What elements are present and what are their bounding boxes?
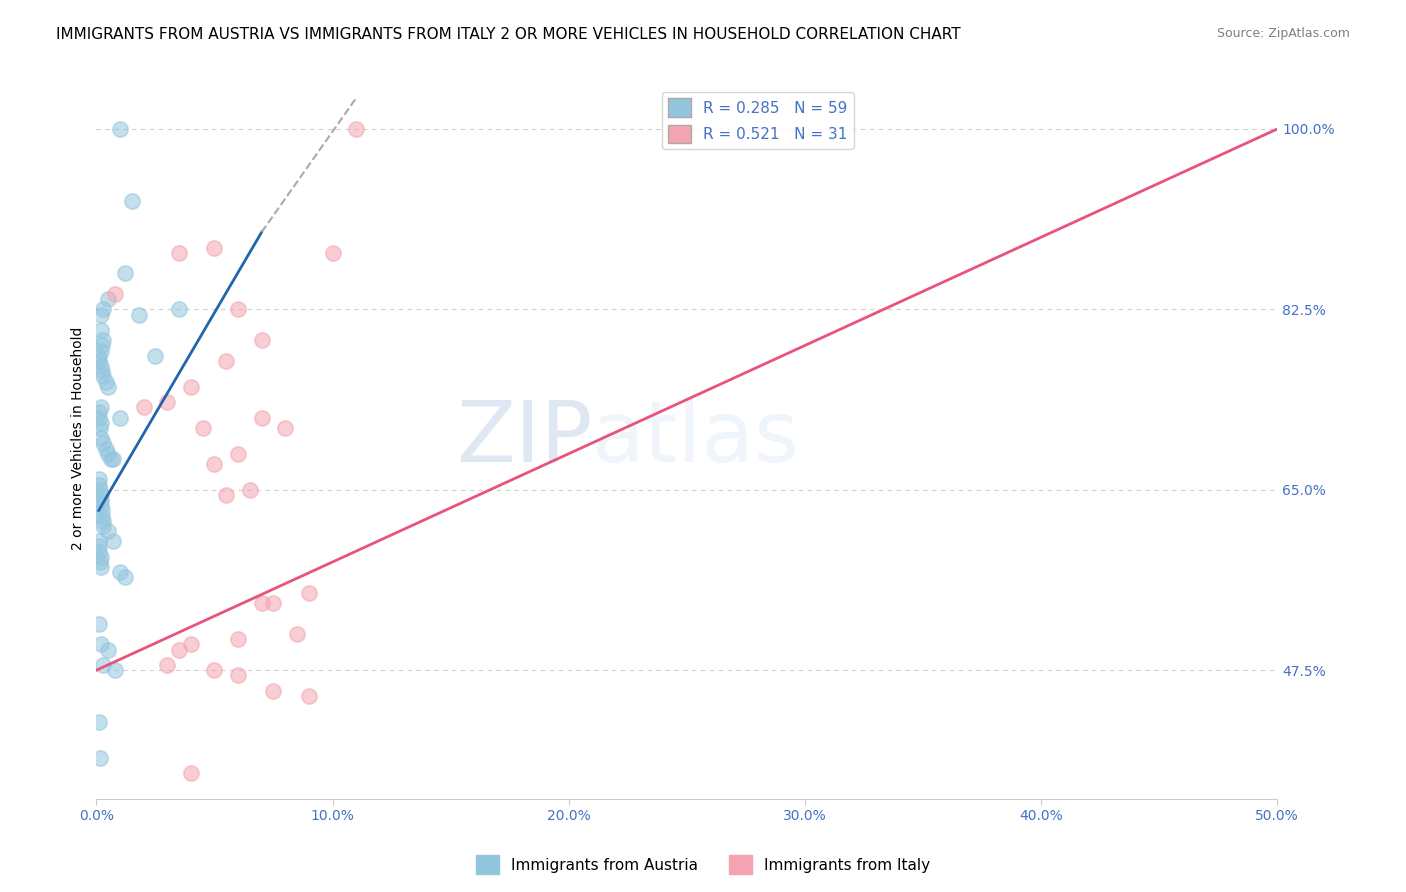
Point <box>94 375 117 389</box>
Point <box>167 245 190 260</box>
Point <box>89 751 111 765</box>
Point <box>226 668 249 682</box>
Point <box>93 302 115 317</box>
Point <box>89 421 111 435</box>
Point <box>97 524 120 538</box>
Y-axis label: 2 or more Vehicles in Household: 2 or more Vehicles in Household <box>72 326 86 550</box>
Legend: R = 0.285   N = 59, R = 0.521   N = 31: R = 0.285 N = 59, R = 0.521 N = 31 <box>662 92 853 150</box>
Point <box>167 642 190 657</box>
Point <box>226 302 249 317</box>
Point <box>87 349 110 363</box>
Point <box>215 488 238 502</box>
Point <box>90 308 112 322</box>
Point <box>90 401 112 415</box>
Point <box>87 473 110 487</box>
Point <box>90 493 112 508</box>
Point <box>97 642 120 657</box>
Point <box>93 369 115 384</box>
Point <box>114 570 136 584</box>
Point <box>87 616 110 631</box>
Point <box>180 637 202 651</box>
Point <box>90 549 112 564</box>
Point <box>93 436 115 450</box>
Point <box>156 658 179 673</box>
Point <box>100 451 122 466</box>
Point <box>204 457 226 471</box>
Point <box>87 354 110 368</box>
Point <box>204 241 226 255</box>
Point <box>87 534 110 549</box>
Point <box>101 534 124 549</box>
Point <box>263 596 285 610</box>
Point <box>91 503 114 517</box>
Point <box>191 421 214 435</box>
Point <box>97 292 120 306</box>
Text: IMMIGRANTS FROM AUSTRIA VS IMMIGRANTS FROM ITALY 2 OR MORE VEHICLES IN HOUSEHOLD: IMMIGRANTS FROM AUSTRIA VS IMMIGRANTS FR… <box>56 27 960 42</box>
Point <box>204 663 226 677</box>
Point <box>90 416 112 430</box>
Point <box>101 451 124 466</box>
Point <box>87 714 110 729</box>
Point <box>298 689 321 703</box>
Point <box>91 508 114 523</box>
Text: atlas: atlas <box>592 397 800 480</box>
Point <box>93 334 115 348</box>
Point <box>274 421 297 435</box>
Point <box>108 410 131 425</box>
Point <box>90 498 112 512</box>
Point <box>89 555 111 569</box>
Point <box>285 627 308 641</box>
Point <box>145 349 167 363</box>
Text: Source: ZipAtlas.com: Source: ZipAtlas.com <box>1216 27 1350 40</box>
Point <box>93 514 115 528</box>
Point <box>89 483 111 497</box>
Point <box>90 637 112 651</box>
Point <box>87 410 110 425</box>
Point <box>250 410 273 425</box>
Point <box>132 401 155 415</box>
Point <box>250 334 273 348</box>
Point <box>97 380 120 394</box>
Point <box>87 540 110 554</box>
Point <box>250 596 273 610</box>
Point <box>180 380 202 394</box>
Point <box>97 447 120 461</box>
Point <box>90 431 112 445</box>
Point <box>344 122 367 136</box>
Text: ZIP: ZIP <box>456 397 592 480</box>
Point <box>90 343 112 358</box>
Point <box>180 766 202 780</box>
Point <box>91 338 114 352</box>
Point <box>298 586 321 600</box>
Point <box>128 308 150 322</box>
Point <box>226 447 249 461</box>
Point <box>322 245 344 260</box>
Point <box>91 364 114 378</box>
Point <box>156 395 179 409</box>
Point <box>104 663 127 677</box>
Point <box>87 477 110 491</box>
Point <box>114 266 136 280</box>
Point <box>108 566 131 580</box>
Point <box>167 302 190 317</box>
Point <box>239 483 262 497</box>
Point <box>90 488 112 502</box>
Point <box>226 632 249 647</box>
Point <box>104 287 127 301</box>
Point <box>87 544 110 558</box>
Legend: Immigrants from Austria, Immigrants from Italy: Immigrants from Austria, Immigrants from… <box>470 849 936 880</box>
Point <box>263 683 285 698</box>
Point <box>121 194 143 209</box>
Point <box>93 519 115 533</box>
Point <box>90 359 112 373</box>
Point <box>87 405 110 419</box>
Point <box>94 442 117 456</box>
Point <box>108 122 131 136</box>
Point <box>90 323 112 337</box>
Point <box>215 354 238 368</box>
Point <box>90 560 112 574</box>
Point <box>93 658 115 673</box>
